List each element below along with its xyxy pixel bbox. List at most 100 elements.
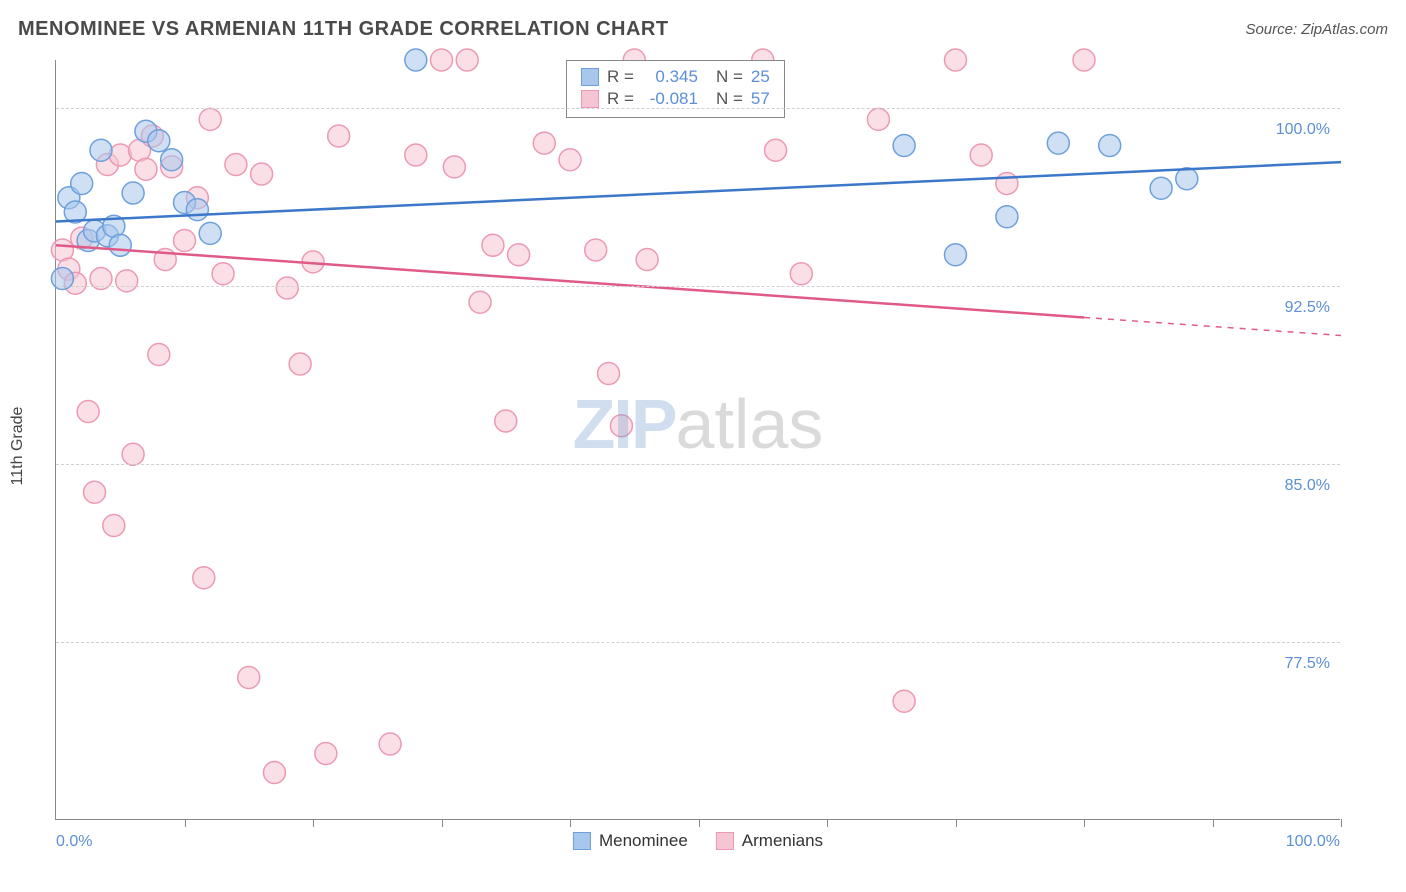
series-swatch bbox=[716, 832, 734, 850]
data-point bbox=[945, 49, 967, 71]
legend-label: Menominee bbox=[599, 831, 688, 851]
x-tick bbox=[827, 819, 828, 827]
x-tick bbox=[699, 819, 700, 827]
data-point bbox=[186, 199, 208, 221]
data-point bbox=[893, 690, 915, 712]
data-point bbox=[315, 743, 337, 765]
trend-line bbox=[56, 162, 1341, 221]
series-swatch bbox=[573, 832, 591, 850]
gridline-h bbox=[56, 286, 1340, 287]
legend: Menominee Armenians bbox=[573, 831, 823, 851]
legend-label: Armenians bbox=[742, 831, 823, 851]
plot-area: ZIPatlas R =0.345N =25R =-0.081N =57 0.0… bbox=[55, 60, 1340, 820]
x-axis-min-label: 0.0% bbox=[56, 833, 92, 851]
data-point bbox=[1099, 135, 1121, 157]
data-point bbox=[122, 443, 144, 465]
x-tick bbox=[1341, 819, 1342, 827]
data-point bbox=[970, 144, 992, 166]
data-point bbox=[193, 567, 215, 589]
data-point bbox=[533, 132, 555, 154]
stats-box: R = 0.345 N = 25 R = -0.081 N = 57 bbox=[566, 60, 785, 118]
data-point bbox=[1176, 168, 1198, 190]
data-point bbox=[893, 135, 915, 157]
data-point bbox=[109, 144, 131, 166]
data-point bbox=[996, 173, 1018, 195]
data-point bbox=[276, 277, 298, 299]
y-tick-label: 85.0% bbox=[1285, 477, 1330, 495]
legend-item: Armenians bbox=[716, 831, 823, 851]
series-swatch bbox=[581, 90, 599, 108]
data-point bbox=[77, 401, 99, 423]
data-point bbox=[379, 733, 401, 755]
data-point bbox=[238, 667, 260, 689]
chart-source: Source: ZipAtlas.com bbox=[1245, 21, 1388, 38]
data-point bbox=[251, 163, 273, 185]
data-point bbox=[289, 353, 311, 375]
y-tick-label: 92.5% bbox=[1285, 299, 1330, 317]
data-point bbox=[84, 481, 106, 503]
chart-svg bbox=[56, 60, 1340, 819]
x-tick bbox=[1213, 819, 1214, 827]
chart-header: MENOMINEE VS ARMENIAN 11TH GRADE CORRELA… bbox=[18, 18, 1388, 41]
data-point bbox=[610, 415, 632, 437]
data-point bbox=[790, 263, 812, 285]
data-point bbox=[508, 244, 530, 266]
data-point bbox=[135, 158, 157, 180]
data-point bbox=[199, 108, 221, 130]
data-point bbox=[263, 762, 285, 784]
data-point bbox=[1150, 177, 1172, 199]
data-point bbox=[1047, 132, 1069, 154]
stat-r-label: R = bbox=[607, 67, 634, 87]
y-tick-label: 100.0% bbox=[1276, 121, 1330, 139]
data-point bbox=[765, 139, 787, 161]
trend-line bbox=[56, 245, 1084, 317]
y-tick-label: 77.5% bbox=[1285, 655, 1330, 673]
stat-n-value: 57 bbox=[751, 89, 770, 109]
x-tick bbox=[185, 819, 186, 827]
data-point bbox=[90, 139, 112, 161]
data-point bbox=[598, 363, 620, 385]
data-point bbox=[585, 239, 607, 261]
data-point bbox=[1073, 49, 1095, 71]
data-point bbox=[122, 182, 144, 204]
data-point bbox=[495, 410, 517, 432]
data-point bbox=[174, 230, 196, 252]
x-tick bbox=[1084, 819, 1085, 827]
series-swatch bbox=[581, 68, 599, 86]
chart-title: MENOMINEE VS ARMENIAN 11TH GRADE CORRELA… bbox=[18, 18, 669, 41]
data-point bbox=[482, 234, 504, 256]
stat-r-value: 0.345 bbox=[642, 67, 698, 87]
x-tick bbox=[570, 819, 571, 827]
gridline-h bbox=[56, 642, 1340, 643]
data-point bbox=[405, 49, 427, 71]
data-point bbox=[212, 263, 234, 285]
stat-n-label: N = bbox=[716, 89, 743, 109]
data-point bbox=[945, 244, 967, 266]
data-point bbox=[431, 49, 453, 71]
x-axis-max-label: 100.0% bbox=[1286, 833, 1340, 851]
stat-n-label: N = bbox=[716, 67, 743, 87]
stat-r-label: R = bbox=[607, 89, 634, 109]
x-tick bbox=[313, 819, 314, 827]
data-point bbox=[116, 270, 138, 292]
data-point bbox=[405, 144, 427, 166]
data-point bbox=[161, 149, 183, 171]
data-point bbox=[559, 149, 581, 171]
stats-row: R = -0.081 N = 57 bbox=[581, 89, 770, 109]
chart-container: MENOMINEE VS ARMENIAN 11TH GRADE CORRELA… bbox=[0, 0, 1406, 892]
y-axis-title: 11th Grade bbox=[9, 407, 27, 486]
data-point bbox=[199, 222, 221, 244]
data-point bbox=[996, 206, 1018, 228]
data-point bbox=[148, 344, 170, 366]
data-point bbox=[456, 49, 478, 71]
data-point bbox=[328, 125, 350, 147]
data-point bbox=[103, 515, 125, 537]
stat-r-value: -0.081 bbox=[642, 89, 698, 109]
legend-item: Menominee bbox=[573, 831, 688, 851]
stat-n-value: 25 bbox=[751, 67, 770, 87]
data-point bbox=[443, 156, 465, 178]
data-point bbox=[148, 130, 170, 152]
gridline-h bbox=[56, 464, 1340, 465]
data-point bbox=[71, 173, 93, 195]
gridline-h bbox=[56, 108, 1340, 109]
